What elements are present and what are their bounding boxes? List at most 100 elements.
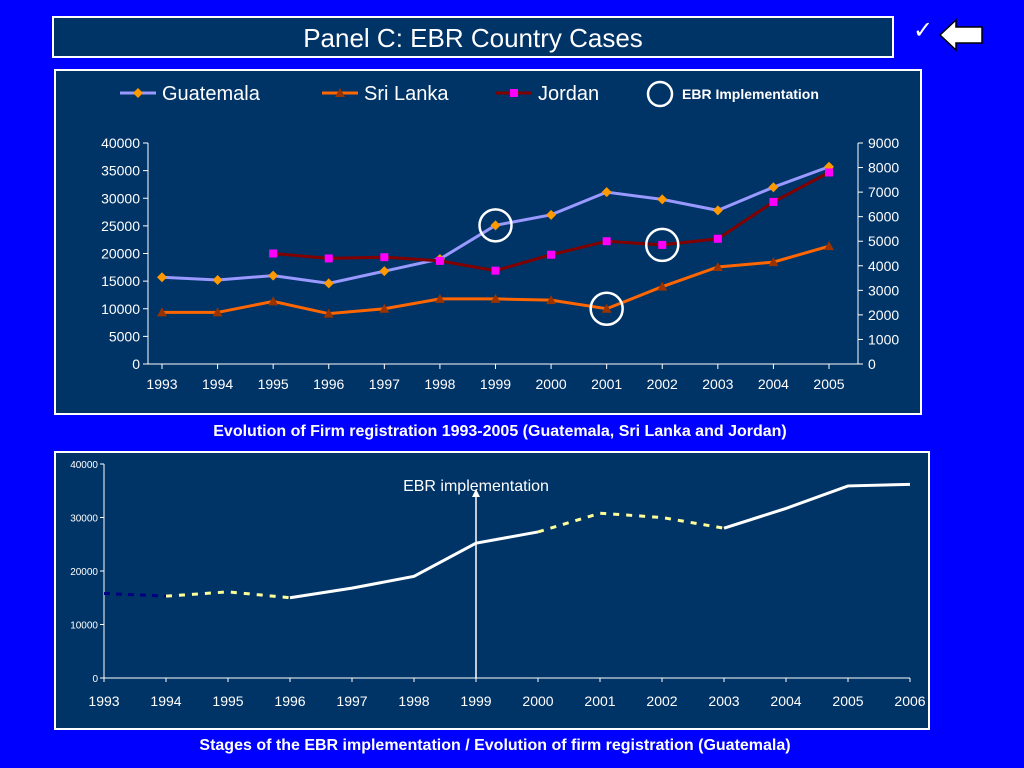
left-y-tick-label: 0 (132, 356, 140, 372)
segment-dashed-navy (103, 591, 167, 598)
data-point-sri-lanka (157, 307, 167, 317)
x-tick-label: 2003 (702, 376, 733, 392)
right-y-tick-label: 5000 (868, 233, 899, 249)
legend-label-sri_lanka: Sri Lanka (364, 83, 449, 105)
x-tick-label: 2005 (832, 693, 863, 709)
data-point-sri-lanka (379, 303, 390, 313)
y-tick-label: 40000 (70, 460, 98, 471)
segment-dashed-yellow (165, 590, 291, 600)
data-point-sri-lanka (824, 241, 834, 251)
x-tick-label: 2000 (522, 693, 553, 709)
x-tick-label: 1999 (460, 693, 491, 709)
left-y-tick-label: 40000 (101, 135, 140, 151)
left-y-tick-label: 15000 (101, 273, 140, 289)
series-guatemala (157, 161, 834, 289)
data-point-guatemala (323, 278, 334, 289)
right-y-tick-label: 7000 (868, 184, 899, 200)
chart-caption-top: Evolution of Firm registration 1993-2005… (213, 423, 787, 440)
series-line-sri-lanka (162, 244, 830, 316)
data-point-jordan (547, 250, 556, 259)
segment-solid-white (723, 482, 911, 530)
x-tick-label: 1993 (146, 376, 177, 392)
data-point-jordan (769, 197, 778, 206)
x-tick-label: 1996 (274, 693, 305, 709)
x-tick-label: 2001 (584, 693, 615, 709)
data-point-jordan (825, 168, 833, 177)
x-tick-label: 2000 (536, 376, 567, 392)
data-point-jordan (602, 237, 611, 246)
left-y-tick-label: 5000 (109, 328, 140, 344)
legend-label-ebr: EBR Implementation (682, 86, 819, 102)
data-point-guatemala (601, 187, 612, 198)
x-tick-label: 1997 (369, 376, 400, 392)
data-point-jordan (713, 234, 722, 243)
x-tick-label: 1994 (150, 693, 181, 709)
data-point-jordan (380, 253, 389, 262)
data-point-jordan (324, 254, 333, 263)
right-y-tick-label: 6000 (868, 209, 899, 225)
x-tick-label: 2004 (758, 376, 789, 392)
data-point-sri-lanka (323, 308, 334, 318)
segment-solid-white (289, 530, 539, 600)
x-tick-label: 2002 (646, 693, 677, 709)
data-point-sri-lanka (268, 296, 279, 306)
x-tick-label: 1997 (336, 693, 367, 709)
x-tick-label: 1999 (480, 376, 511, 392)
right-y-tick-label: 8000 (868, 160, 899, 176)
x-tick-label: 1993 (88, 693, 119, 709)
left-y-tick-label: 35000 (101, 163, 140, 179)
legend-marker-guatemala (133, 88, 143, 98)
chart-panel-guatemala-stages: 0 10000 20000 30000 40000 1993 1994 1995 1996 199… (54, 451, 930, 730)
chart-country-cases: 0500010000150002000025000300003500040000… (101, 80, 899, 392)
segment-dashed-yellow (537, 511, 725, 534)
x-tick-label: 2006 (894, 693, 925, 709)
data-point-guatemala (824, 161, 834, 172)
data-point-guatemala (379, 266, 390, 277)
left-y-tick-label: 20000 (101, 246, 140, 262)
x-tick-label: 1995 (258, 376, 289, 392)
legend-marker-jordan (510, 89, 518, 97)
data-point-jordan (658, 240, 667, 249)
left-y-tick-label: 30000 (101, 190, 140, 206)
ebr-circle (645, 227, 680, 263)
ebr-annotation-label: EBR implementation (403, 478, 549, 495)
chart-guatemala-stages: 0 10000 20000 30000 40000 1993 1994 1995 1996 199… (70, 460, 926, 709)
x-tick-label: 2002 (647, 376, 678, 392)
data-point-guatemala (657, 194, 668, 205)
series-sri-lanka (157, 241, 834, 318)
checkmark-icon[interactable]: ✓ (913, 17, 934, 44)
data-point-guatemala (712, 205, 723, 216)
data-point-jordan (491, 266, 500, 275)
x-tick-label: 2001 (591, 376, 622, 392)
right-y-tick-label: 2000 (868, 307, 899, 323)
data-point-guatemala (768, 182, 779, 193)
right-y-tick-label: 0 (868, 356, 876, 372)
ebr-circle (589, 291, 624, 326)
x-tick-label: 1998 (424, 376, 455, 392)
left-y-tick-label: 25000 (101, 218, 140, 234)
data-point-sri-lanka (490, 293, 501, 303)
x-tick-label: 2003 (708, 693, 739, 709)
left-y-tick-label: 10000 (101, 301, 140, 317)
legend-label-jordan: Jordan (538, 83, 599, 105)
chart-panel-country-cases: 0 5000 10000 15000 20000 25000 30000 35000 40000… (54, 69, 922, 415)
data-point-sri-lanka (546, 295, 557, 305)
x-tick-label: 1998 (398, 693, 429, 709)
back-arrow-icon[interactable] (938, 18, 984, 52)
data-point-sri-lanka (601, 303, 612, 313)
data-point-sri-lanka (712, 262, 723, 272)
right-y-tick-label: 1000 (868, 331, 899, 347)
y-tick-label: 0 (92, 674, 98, 685)
ebr-annotation-arrowhead (472, 489, 480, 497)
legend-label-guatemala: Guatemala (162, 83, 261, 105)
y-tick-label: 20000 (70, 567, 98, 578)
legend-marker-sri_lanka (335, 88, 345, 97)
data-point-sri-lanka (657, 281, 668, 291)
x-tick-label: 1994 (202, 376, 233, 392)
series-jordan (269, 168, 833, 275)
legend: Guatemala Sri Lanka Jordan EBR Implementati… (120, 80, 819, 108)
ebr-circle (478, 208, 513, 243)
x-tick-label: 1995 (212, 693, 243, 709)
right-y-tick-label: 3000 (868, 282, 899, 298)
y-tick-label: 10000 (70, 621, 98, 632)
